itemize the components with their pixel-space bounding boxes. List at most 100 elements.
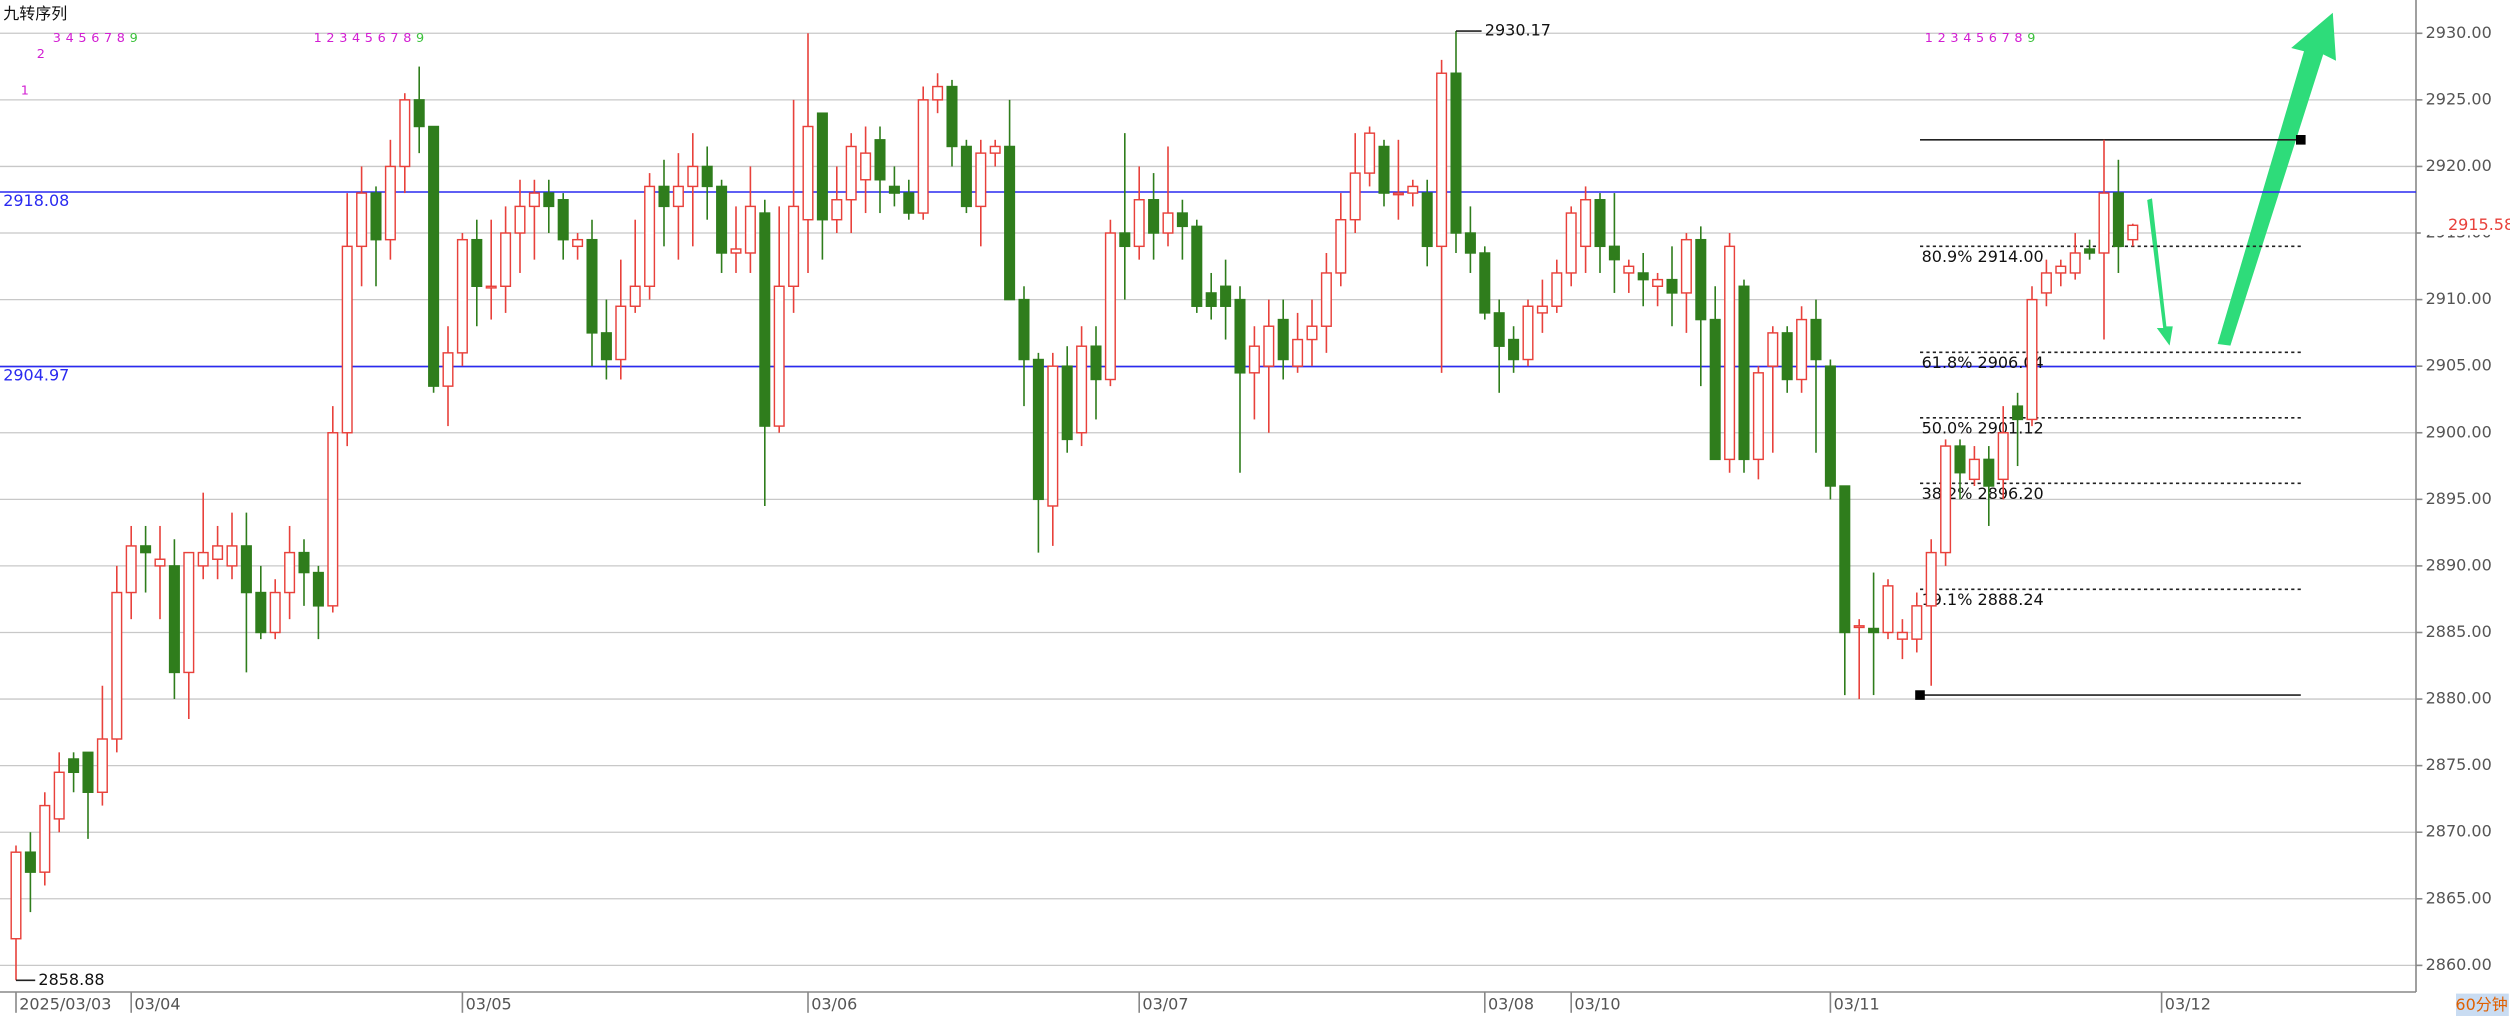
candle-body [1032, 358, 1044, 501]
candle-body [1911, 605, 1923, 640]
arrow-down [2147, 198, 2173, 346]
candle-body [2127, 224, 2139, 241]
candle-body [240, 545, 252, 594]
candle-body [860, 152, 872, 181]
candle-body [975, 152, 987, 208]
candle-body [2069, 252, 2081, 274]
candle-body [586, 238, 598, 334]
fib-label: 50.0% 2901.12 [1922, 419, 2044, 438]
candle-body [1277, 318, 1289, 361]
td-count: 4 [1963, 31, 1971, 46]
candle-body [1479, 252, 1491, 314]
fib-handle [1915, 690, 1925, 700]
td-count: 2 [326, 31, 334, 46]
candle-body [1565, 212, 1577, 274]
last-price-label: 2915.58 [2448, 215, 2510, 234]
fib-label: 19.1% 2888.24 [1922, 590, 2044, 609]
indicator-label: 九转序列 [3, 4, 67, 23]
candle-body [1119, 232, 1131, 248]
candle-body [1853, 625, 1865, 629]
candle-body [39, 804, 51, 873]
x-tick-label: 03/04 [134, 994, 180, 1013]
fib-label: 80.9% 2914.00 [1922, 247, 2044, 266]
candle-body [1594, 199, 1606, 248]
candle-body [1450, 72, 1462, 234]
td-count: 8 [403, 31, 411, 46]
candle-body [1248, 345, 1260, 374]
td-count: 4 [66, 31, 74, 46]
candle-body [903, 192, 915, 214]
candle-body [1133, 199, 1145, 248]
candle-body [960, 145, 972, 208]
candle-body [1608, 245, 1620, 261]
candle-body [1724, 245, 1736, 461]
high-annotation: 2930.17 [1485, 21, 1551, 40]
candle-body [932, 85, 944, 101]
candle-body [1767, 332, 1779, 367]
candle-body [212, 545, 224, 560]
candle-body [384, 165, 396, 241]
td-count: 7 [390, 31, 398, 46]
candle-body [2084, 248, 2096, 254]
candle-body [1824, 365, 1836, 487]
candle-body [500, 232, 512, 288]
td-count: 9 [416, 31, 424, 46]
candle-body [557, 199, 569, 241]
y-tick-label: 2880.00 [2426, 689, 2492, 708]
candle-body [1968, 458, 1980, 481]
td-count: 5 [365, 31, 373, 46]
candle-body [1004, 145, 1016, 301]
candle-body [1752, 372, 1764, 461]
candle-body [471, 238, 483, 288]
x-tick-label: 03/12 [2165, 994, 2211, 1013]
candle-body [1205, 292, 1217, 307]
x-tick-label: 03/06 [811, 994, 857, 1013]
candle-body [1738, 285, 1750, 461]
candle-body [744, 205, 756, 254]
period-label: 60分钟 [2455, 995, 2507, 1014]
td-count: 1 [1925, 31, 1933, 46]
candle-body [1220, 285, 1232, 307]
candle-body [2040, 272, 2052, 294]
td-count: 4 [352, 31, 360, 46]
candle-body [1796, 318, 1808, 381]
td-count: 5 [78, 31, 86, 46]
candle-body [24, 851, 36, 873]
td-count: 6 [1989, 31, 1997, 46]
candle-body [1421, 192, 1433, 248]
x-tick-label: 03/10 [1574, 994, 1620, 1013]
candle-body [399, 99, 411, 168]
candle-body [2012, 405, 2024, 421]
candle-body [845, 145, 857, 201]
candle-body [672, 185, 684, 208]
y-tick-label: 2905.00 [2426, 356, 2492, 375]
candle-body [428, 125, 440, 387]
fib-handle [2296, 135, 2306, 145]
candle-body [442, 352, 454, 387]
candle-body [2098, 192, 2110, 254]
grid [0, 32, 2416, 967]
candle-body [168, 565, 180, 674]
td-count: 6 [91, 31, 99, 46]
y-tick-label: 2920.00 [2426, 156, 2492, 175]
candle-body [140, 545, 152, 554]
candle-body [1695, 238, 1707, 321]
y-tick-label: 2885.00 [2426, 622, 2492, 641]
x-tick-label: 03/08 [1488, 994, 1534, 1013]
candle-body [1263, 325, 1275, 367]
candle-body [816, 112, 828, 221]
candle-body [1076, 345, 1088, 434]
candle-body [1493, 312, 1505, 347]
candle-body [1320, 272, 1332, 327]
y-tick-label: 2875.00 [2426, 755, 2492, 774]
candle-body [989, 145, 1001, 154]
td-count: 8 [117, 31, 125, 46]
candle-body [1162, 212, 1174, 234]
td-count: 9 [2027, 31, 2035, 46]
td-count: 3 [339, 31, 347, 46]
candle-body [1018, 298, 1030, 361]
candle-body [1839, 485, 1851, 634]
y-tick-label: 2865.00 [2426, 888, 2492, 907]
x-tick-label: 03/07 [1142, 994, 1188, 1013]
